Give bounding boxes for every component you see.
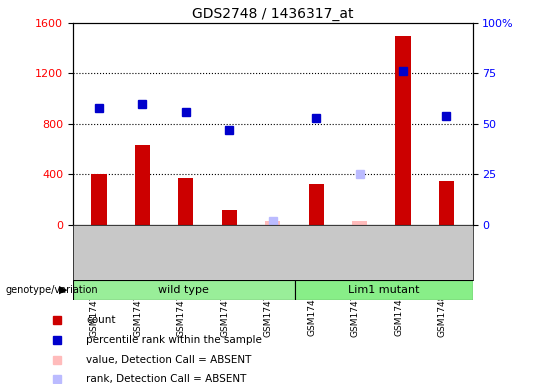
Bar <box>73 280 295 300</box>
Bar <box>91 174 106 225</box>
Bar <box>395 36 410 225</box>
Bar <box>221 210 237 225</box>
Bar <box>439 180 454 225</box>
Bar <box>308 184 324 225</box>
Text: ▶: ▶ <box>59 285 68 295</box>
Bar <box>265 221 280 225</box>
Bar <box>352 221 367 225</box>
Text: count: count <box>86 315 116 325</box>
Bar <box>135 145 150 225</box>
Text: genotype/variation: genotype/variation <box>5 285 98 295</box>
Text: rank, Detection Call = ABSENT: rank, Detection Call = ABSENT <box>86 374 246 384</box>
Title: GDS2748 / 1436317_at: GDS2748 / 1436317_at <box>192 7 354 21</box>
Text: Lim1 mutant: Lim1 mutant <box>348 285 420 295</box>
Bar <box>295 280 472 300</box>
Text: percentile rank within the sample: percentile rank within the sample <box>86 335 262 345</box>
Text: wild type: wild type <box>158 285 210 295</box>
Text: value, Detection Call = ABSENT: value, Detection Call = ABSENT <box>86 355 251 365</box>
Bar <box>178 178 193 225</box>
